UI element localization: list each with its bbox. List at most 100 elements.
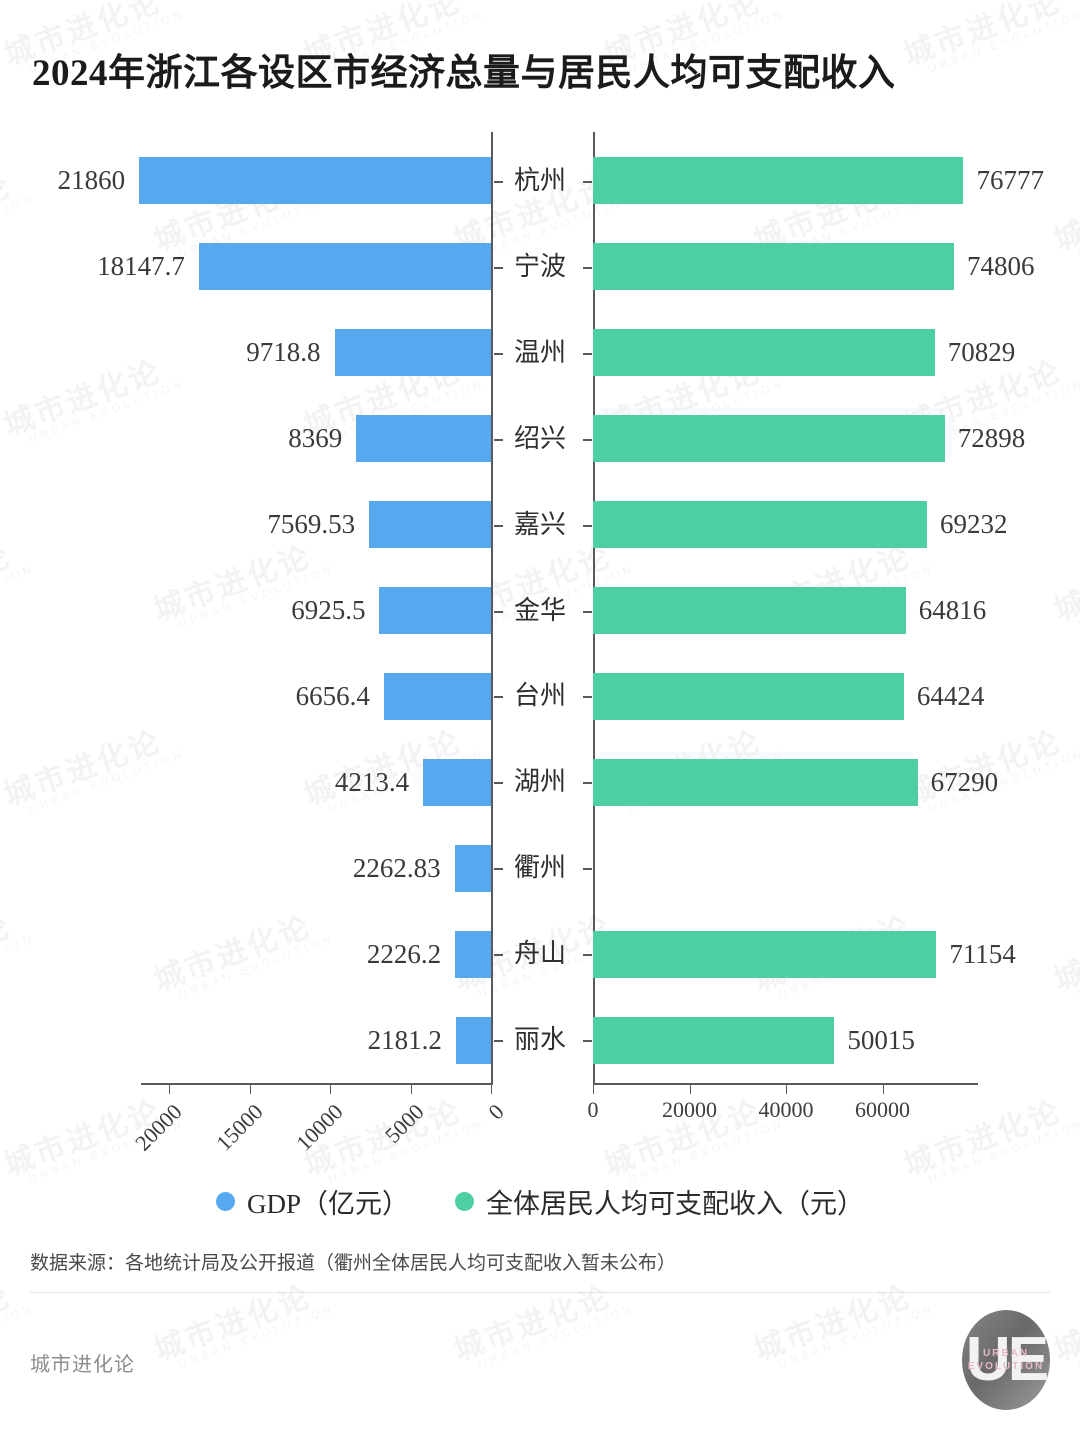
left-category-tick	[494, 181, 503, 183]
left-axis-spine	[491, 132, 493, 1085]
bar-gdp	[454, 845, 491, 892]
right-axis-tick-label: 0	[587, 1097, 599, 1122]
value-label-gdp: 21860	[57, 165, 126, 195]
bar-income	[593, 673, 904, 720]
legend-item-label: GDP（亿元）	[246, 1189, 409, 1219]
left-category-tick	[494, 868, 503, 870]
right-category-tick	[583, 868, 592, 870]
value-label-income: 69232	[940, 509, 1008, 539]
bar-gdp	[198, 243, 491, 290]
brand-name: 城市进化论	[30, 1354, 135, 1376]
right-category-tick	[583, 439, 592, 441]
left-axis-tick	[410, 1085, 412, 1094]
svg-text:URBAN: URBAN	[983, 1348, 1029, 1359]
left-axis-tick	[169, 1085, 170, 1094]
value-label-income: 70829	[947, 337, 1016, 367]
bar-gdp	[139, 157, 491, 204]
category-label: 舟山	[513, 939, 566, 969]
bar-gdp	[383, 673, 491, 720]
category-label: 杭州	[513, 165, 566, 195]
bar-gdp	[423, 759, 491, 806]
footer-divider	[30, 1292, 1050, 1293]
category-label: 绍兴	[513, 423, 566, 453]
value-label-gdp: 2226.2	[366, 939, 442, 969]
value-label-gdp: 6656.4	[295, 681, 370, 711]
value-label-gdp: 9718.8	[246, 337, 321, 367]
value-label-income: 67290	[930, 767, 999, 797]
bar-income	[593, 243, 954, 290]
right-category-tick	[583, 1040, 592, 1042]
right-axis-tick-label: 40000	[758, 1097, 814, 1122]
left-category-tick	[494, 353, 503, 355]
right-category-tick	[583, 353, 592, 355]
value-label-gdp: 4213.4	[334, 767, 410, 797]
right-axis-tick-label: 20000	[662, 1097, 717, 1122]
legend-item-label: 全体居民人均可支配收入（元）	[486, 1189, 864, 1219]
value-label-income: 71154	[949, 939, 1016, 969]
bar-income	[593, 329, 935, 376]
category-label: 湖州	[513, 767, 566, 797]
right-axis-baseline	[593, 1083, 978, 1085]
right-category-tick	[583, 267, 592, 269]
left-category-tick	[494, 782, 503, 784]
left-axis-tick	[249, 1085, 251, 1094]
category-label: 丽水	[513, 1025, 566, 1055]
right-axis-tick	[593, 1085, 594, 1094]
left-axis-tick	[330, 1085, 331, 1094]
bar-income	[593, 759, 918, 806]
bar-income	[593, 501, 928, 548]
value-label-gdp: 2262.83	[352, 853, 441, 883]
value-label-income: 74806	[966, 251, 1035, 281]
value-label-income: 64816	[918, 595, 987, 625]
right-category-tick	[583, 696, 592, 698]
right-category-tick	[583, 181, 592, 183]
bar-gdp	[356, 415, 491, 462]
left-category-tick	[494, 525, 503, 527]
value-label-income: 76777	[976, 165, 1044, 195]
page-title: 2024年浙江各设区市经济总量与居民人均可支配收入	[32, 53, 896, 94]
category-label: 温州	[513, 337, 566, 367]
value-label-gdp: 18147.7	[97, 251, 185, 281]
right-axis-tick	[882, 1085, 884, 1094]
category-label: 宁波	[513, 251, 566, 281]
left-category-tick	[494, 954, 503, 956]
chart-legend: GDP（亿元） 全体居民人均可支配收入（元）	[0, 1182, 1080, 1221]
value-label-income: 64424	[916, 681, 985, 711]
bar-gdp	[379, 587, 491, 634]
right-category-tick	[583, 954, 592, 956]
legend-item[interactable]: GDP（亿元）	[215, 1182, 409, 1221]
bar-income	[593, 415, 945, 462]
svg-text:EVOLUTION: EVOLUTION	[968, 1361, 1044, 1372]
right-category-tick	[583, 611, 592, 613]
left-category-tick	[494, 611, 503, 613]
value-label-gdp: 6925.5	[291, 595, 366, 625]
value-label-income: 72898	[957, 423, 1026, 453]
left-category-tick	[494, 1040, 503, 1042]
category-label: 金华	[513, 595, 566, 625]
source-note: 数据来源：各地统计局及公开报道（衢州全体居民人均可支配收入暂未公布）	[30, 1253, 677, 1274]
bar-gdp	[455, 931, 491, 978]
legend-item[interactable]: 全体居民人均可支配收入（元）	[455, 1182, 864, 1221]
right-category-tick	[583, 782, 592, 784]
bar-gdp	[369, 501, 491, 548]
category-label: 衢州	[513, 853, 566, 883]
right-axis-tick	[786, 1085, 787, 1094]
bar-gdp	[455, 1017, 491, 1064]
value-label-gdp: 7569.53	[267, 509, 356, 539]
right-axis-tick-label: 60000	[855, 1097, 910, 1122]
right-axis-tick	[689, 1085, 691, 1094]
left-axis-tick	[491, 1085, 492, 1094]
bar-income	[593, 1017, 835, 1064]
left-category-tick	[494, 439, 503, 441]
urban-evolution-logo: UE URBAN EVOLUTION	[952, 1306, 1060, 1414]
left-category-tick	[494, 696, 503, 698]
bar-income	[593, 157, 964, 204]
butterfly-bar-chart: 20000 15000 10000 5000 0 0 20000 40000 60000 2186…	[57, 132, 1044, 1156]
circle-marker-icon	[215, 1192, 235, 1211]
category-label: 台州	[513, 681, 566, 711]
value-label-income: 50015	[847, 1025, 915, 1055]
